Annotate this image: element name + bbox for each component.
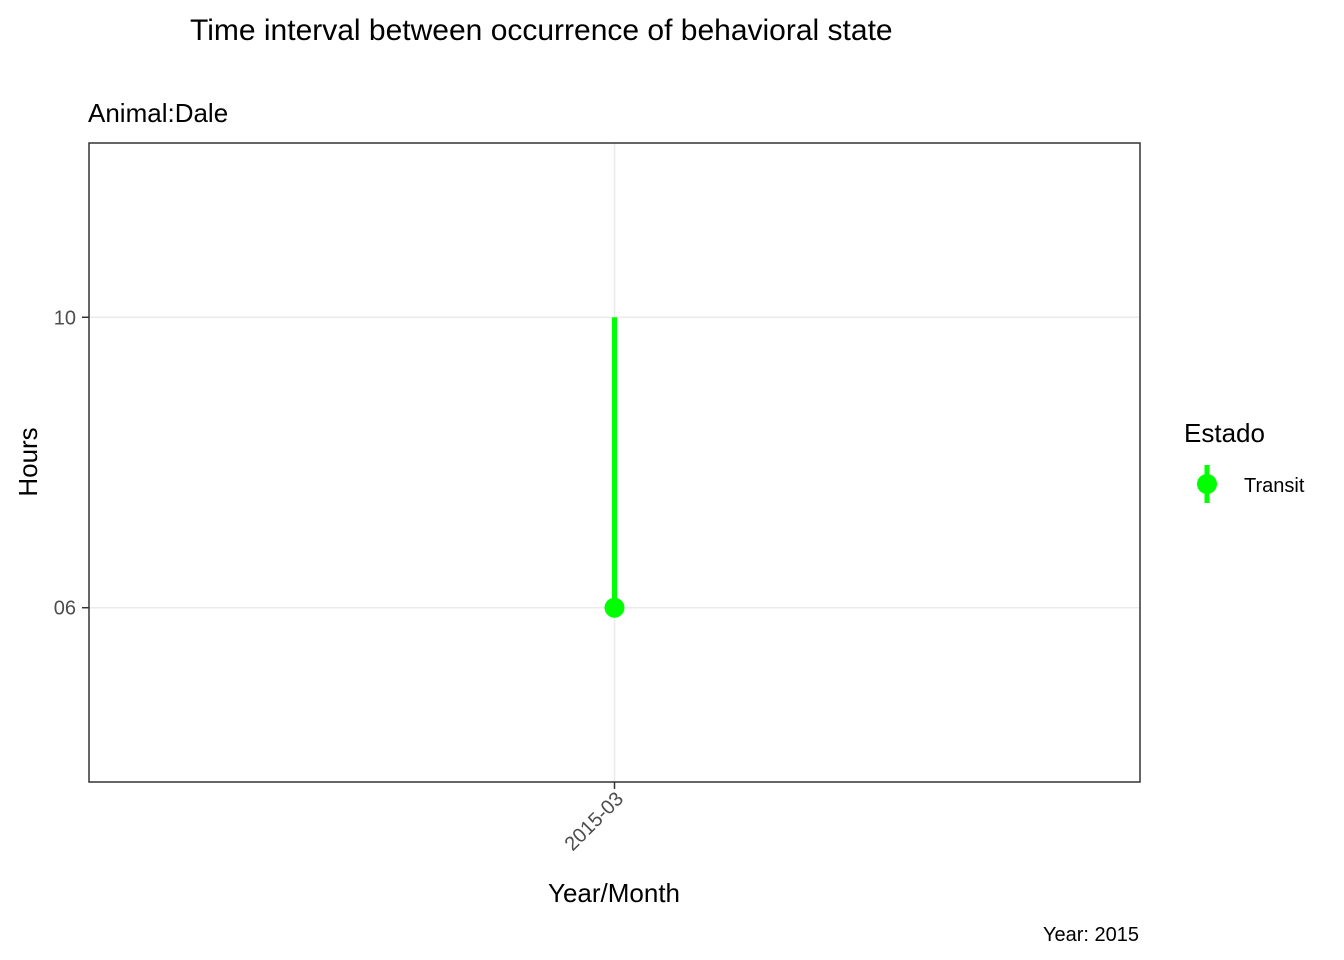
legend: Estado Transit <box>1184 418 1305 503</box>
chart-title: Time interval between occurrence of beha… <box>190 14 893 47</box>
chart-subtitle: Animal:Dale <box>88 98 228 128</box>
y-tick-label: 10 <box>54 307 76 329</box>
x-axis-title: Year/Month <box>548 878 680 908</box>
legend-entries: Transit <box>1197 465 1305 503</box>
y-tick-label: 06 <box>54 598 76 620</box>
data-layer <box>604 317 625 618</box>
legend-title: Estado <box>1184 418 1265 448</box>
chart-caption: Year: 2015 <box>1043 924 1139 946</box>
interval-point <box>604 597 625 618</box>
x-axis-ticks: 2015-03 <box>561 782 628 855</box>
y-axis-ticks: 10 06 <box>54 307 89 620</box>
x-tick-label: 2015-03 <box>561 788 628 855</box>
legend-key-point <box>1197 474 1217 494</box>
legend-label: Transit <box>1244 475 1305 497</box>
y-axis-title: Hours <box>13 427 43 496</box>
